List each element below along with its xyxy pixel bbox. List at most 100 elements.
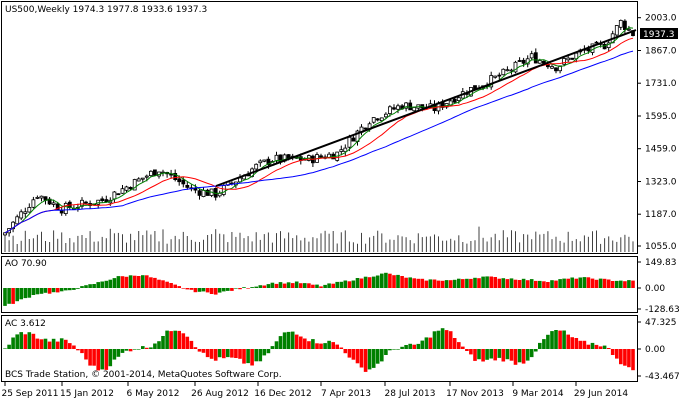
- ac-bar: [246, 349, 250, 364]
- candle-body: [566, 57, 571, 61]
- ao-bar: [371, 276, 376, 288]
- ao-bar: [307, 283, 311, 288]
- ao-bar: [132, 275, 137, 288]
- ao-bar: [610, 281, 615, 288]
- ac-bar: [149, 347, 153, 349]
- ao-bar: [627, 280, 631, 288]
- candle-body: [602, 44, 607, 50]
- ac-bar: [51, 338, 56, 349]
- ao-bar: [39, 288, 44, 294]
- candle-body: [27, 207, 32, 213]
- candle-body: [493, 75, 498, 78]
- ao-bar: [242, 287, 246, 288]
- ac-bar: [465, 349, 469, 351]
- candle-body: [392, 107, 396, 110]
- ao-bar: [23, 288, 28, 299]
- ao-bar: [286, 282, 291, 288]
- ac-bar: [116, 349, 121, 357]
- ao-bar: [153, 277, 157, 288]
- ao-bar: [481, 276, 485, 288]
- ao-bar: [566, 278, 570, 288]
- ac-bar: [303, 338, 307, 349]
- price-tick-label: 1323.0: [645, 178, 677, 188]
- ac-bar: [242, 349, 246, 364]
- ao-bar: [590, 278, 595, 288]
- ac-bar: [185, 336, 190, 349]
- ac-bar: [432, 331, 437, 349]
- ao-bar: [615, 280, 619, 288]
- ao-bar: [517, 280, 522, 288]
- ao-bar: [193, 288, 198, 293]
- ac-bar: [347, 349, 352, 358]
- ao-bar: [136, 276, 141, 288]
- ac-bar: [213, 349, 218, 361]
- ac-bar: [15, 334, 19, 349]
- ac-bar: [120, 349, 125, 353]
- ac-bar: [141, 346, 145, 349]
- ao-bar: [363, 276, 368, 288]
- ao-bar: [76, 288, 80, 289]
- ac-bar: [47, 341, 52, 349]
- ao-bar: [513, 279, 518, 288]
- ao-bar: [400, 276, 404, 288]
- ac-bar: [550, 331, 554, 349]
- candle-body: [351, 137, 356, 142]
- candle-body: [144, 175, 149, 178]
- ac-bar: [598, 346, 603, 349]
- candle-body: [100, 198, 105, 201]
- candle-body: [404, 102, 409, 109]
- ac-tick-label: -43.467: [645, 372, 680, 382]
- ao-bar: [501, 278, 506, 288]
- ac-bar: [534, 349, 538, 352]
- ao-bar: [602, 278, 607, 288]
- ac-histogram: [3, 328, 635, 372]
- ao-bar: [315, 284, 319, 288]
- candle-body: [201, 189, 206, 198]
- candle-body: [529, 53, 534, 59]
- candle-body: [586, 48, 591, 52]
- ac-tick-label: 0.00: [645, 345, 665, 355]
- candle-body: [51, 202, 56, 205]
- ac-bar: [375, 349, 380, 364]
- ao-bar: [31, 288, 36, 295]
- ac-bar: [371, 349, 376, 368]
- ao-bar: [570, 277, 574, 288]
- ac-bar: [566, 334, 570, 349]
- ao-bar: [189, 288, 194, 290]
- ac-bar: [505, 349, 510, 360]
- ac-bar: [501, 349, 506, 362]
- ac-bar: [286, 331, 291, 349]
- ao-bar: [452, 279, 457, 288]
- candle-body: [120, 188, 125, 194]
- ac-bar: [396, 349, 400, 350]
- ac-bar: [92, 349, 96, 366]
- ao-bar: [3, 288, 7, 306]
- ac-bar: [39, 339, 44, 349]
- ao-bar: [226, 288, 230, 291]
- ao-bar: [96, 282, 100, 288]
- ac-bar: [124, 349, 129, 351]
- ao-bar: [234, 288, 238, 289]
- ac-bar: [367, 349, 372, 370]
- ac-bar: [193, 347, 198, 349]
- candle-body: [558, 65, 562, 72]
- ac-bar: [392, 349, 396, 350]
- ac-bar: [258, 349, 263, 362]
- candle-body: [181, 179, 186, 185]
- candle-body: [452, 98, 457, 103]
- candle-body: [148, 170, 153, 177]
- ao-bar: [558, 279, 562, 288]
- ac-bar: [132, 349, 137, 350]
- ao-bar: [440, 280, 445, 288]
- candle-body: [152, 169, 157, 176]
- ao-bar: [420, 278, 425, 288]
- ao-bar: [165, 281, 169, 288]
- ac-bar: [481, 349, 485, 362]
- ac-bar: [274, 341, 279, 349]
- ac-bar: [400, 346, 404, 349]
- ac-bar: [254, 349, 258, 362]
- ao-bar: [469, 278, 473, 288]
- ac-bar: [610, 349, 615, 355]
- copyright-text: BCS Trade Station, © 2001-2014, MetaQuot…: [5, 370, 282, 380]
